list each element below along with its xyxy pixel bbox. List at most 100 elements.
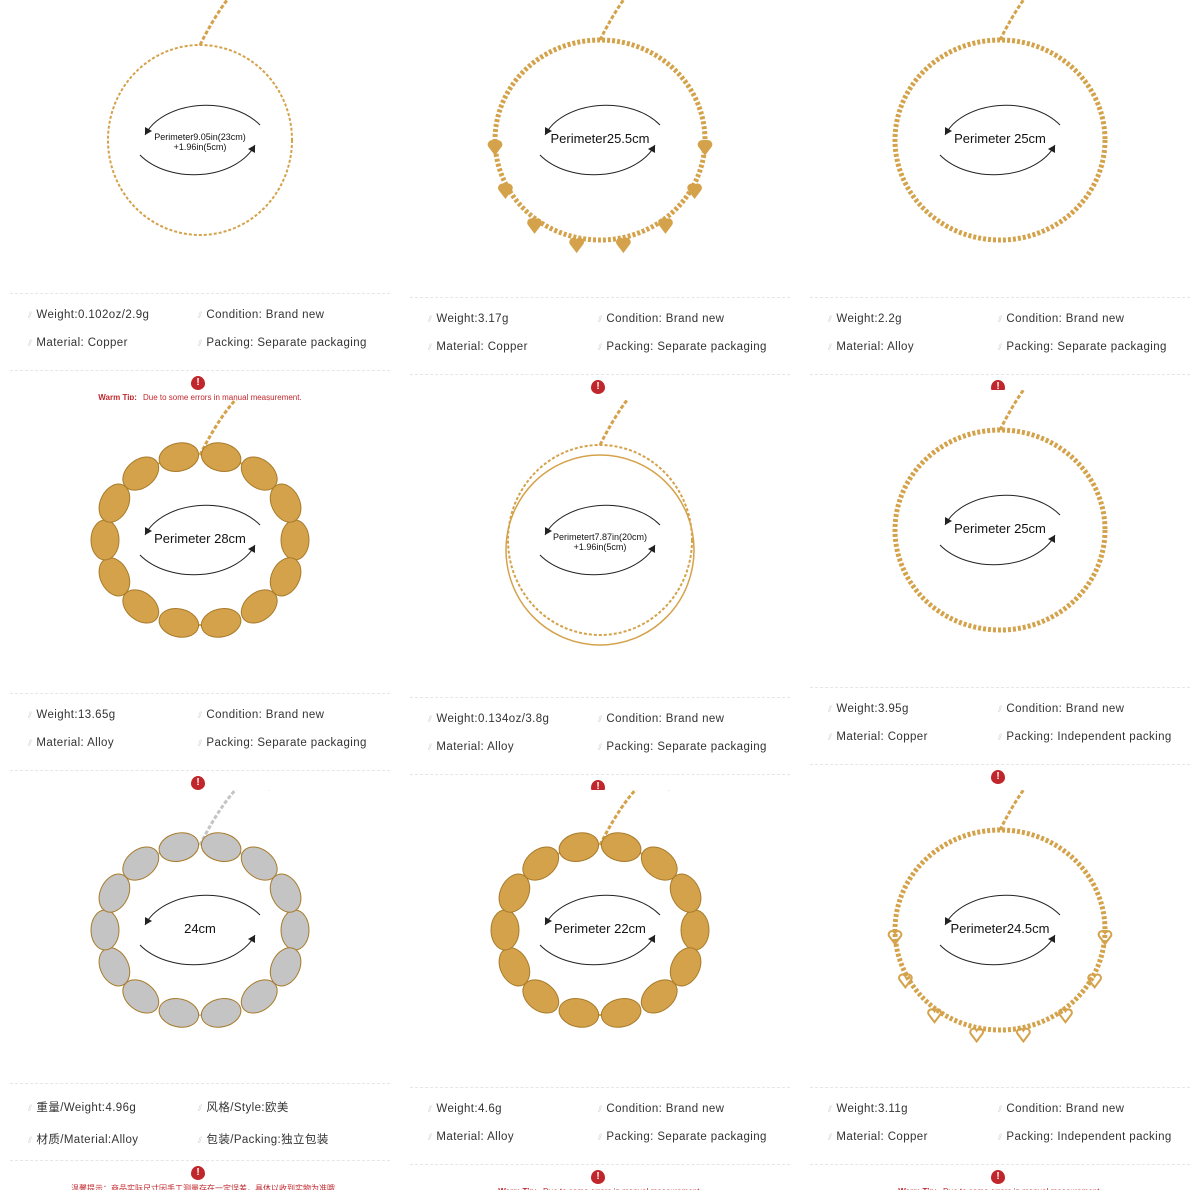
product-photo [0, 400, 400, 690]
product-card[interactable]: Perimeter9.05in(23cm)+1.96in(5cm) Weight… [0, 0, 400, 400]
spec-list: Weight:4.6gCondition: Brand new Material:… [428, 1103, 792, 1143]
extender-chain-icon [998, 0, 1026, 41]
bracelet-charm [1016, 1027, 1031, 1044]
warning-icon: ! [991, 770, 1005, 784]
bracelet-charm [158, 608, 200, 638]
arrow-icon [144, 504, 261, 536]
bracelet-charm [669, 947, 702, 987]
spec-item: Condition: Brand new [998, 703, 1192, 715]
perimeter-label: Perimeter24.5cm [800, 921, 1200, 936]
arrow-icon [939, 144, 1056, 176]
divider [410, 774, 790, 775]
arrow-icon [539, 544, 656, 576]
arrow-icon [139, 544, 256, 576]
bracelet-charm [98, 483, 131, 523]
spec-list: Weight:0.102oz/2.9gCondition: Brand new M… [28, 309, 392, 349]
bracelet-charm [600, 998, 642, 1028]
product-card[interactable]: Perimetert7.87in(20cm)+1.96in(5cm) Weigh… [400, 400, 800, 800]
spec-item: Packing: Independent packing [998, 731, 1192, 743]
spec-item: Material: Copper [428, 341, 598, 353]
product-photo [800, 390, 1200, 680]
perimeter-label: Perimeter25.5cm [400, 131, 800, 146]
bracelet-charm [1087, 973, 1102, 990]
perimeter-label: 24cm [0, 921, 400, 936]
warm-tip-text: Due to some errors in manual measurement… [943, 1187, 1102, 1190]
spec-item: Weight:0.134oz/3.8g [428, 713, 598, 725]
divider [10, 770, 390, 771]
divider [10, 293, 390, 294]
warning-icon: ! [591, 1170, 605, 1184]
bracelet-charm [122, 456, 160, 491]
spec-item: Weight:3.95g [828, 703, 998, 715]
perimeter-line: Perimeter 25cm [954, 521, 1046, 536]
bracelet-charm [200, 998, 242, 1028]
arrow-icon [539, 934, 656, 966]
product-card[interactable]: Perimeter25.5cm Weight:3.17gCondition: B… [400, 0, 800, 400]
spec-item: Weight:2.2g [828, 313, 998, 325]
spec-item: Condition: Brand new [198, 709, 392, 721]
bracelet-charm [600, 832, 642, 862]
arrow-icon [144, 894, 261, 926]
spec-item: Material: Alloy [28, 737, 198, 749]
warm-tip: Warm Tip: Due to some errors in manual me… [800, 1187, 1200, 1190]
arrow-icon [544, 894, 661, 926]
bracelet-charm [616, 237, 631, 254]
spec-item: Material: Alloy [428, 1131, 598, 1143]
perimeter-label: Perimeter 25cm [800, 131, 1200, 146]
spec-item: Condition: Brand new [198, 309, 392, 321]
spec-item: Packing: Separate packaging [198, 737, 392, 749]
spec-item: Packing: Separate packaging [598, 341, 792, 353]
spec-item: Weight:3.11g [828, 1103, 998, 1115]
bracelet-charm [669, 873, 702, 913]
spec-item: Material: Copper [828, 731, 998, 743]
bracelet-charm [269, 483, 302, 523]
divider [410, 1164, 790, 1165]
arrow-icon [939, 534, 1056, 566]
spec-item: Packing: Separate packaging [998, 341, 1192, 353]
perimeter-line: Perimeter 25cm [954, 131, 1046, 146]
extender-chain-icon [598, 400, 630, 446]
bracelet-charm [269, 947, 302, 987]
bracelet-charm [687, 183, 702, 200]
divider [10, 370, 390, 371]
divider [410, 697, 790, 698]
product-photo [0, 790, 400, 1080]
spec-item: Material: Alloy [428, 741, 598, 753]
perimeter-line: Perimeter 28cm [154, 531, 246, 546]
product-card[interactable]: 24cm 重量/Weight:4.96g风格/Style:欧美材质/Materi… [0, 790, 400, 1190]
arrow-icon [144, 104, 261, 136]
spec-item: Material: Alloy [828, 341, 998, 353]
product-card[interactable]: Perimeter 25cm Weight:2.2gCondition: Bra… [800, 0, 1200, 400]
warm-tip-text: 温馨提示：商品实际尺寸因手工测量存在一定误差，具体以收到实物为准哦 [71, 1184, 335, 1190]
arrow-icon [139, 144, 256, 176]
warm-tip-text: Due to some errors in manual measurement… [142, 393, 302, 400]
perimeter-line: Perimeter 22cm [554, 921, 646, 936]
warm-tip: Warm Tip: Due to some errors in manual me… [0, 393, 400, 400]
spec-list: 重量/Weight:4.96g风格/Style:欧美材质/Material:Al… [28, 1099, 392, 1147]
spec-list: Weight:3.95gCondition: Brand new Material… [828, 703, 1192, 743]
bracelet-charm [522, 846, 560, 881]
bracelet-charm [487, 140, 503, 156]
spec-list: Weight:2.2gCondition: Brand new Material:… [828, 313, 1192, 353]
spec-item: Weight:4.6g [428, 1103, 598, 1115]
warm-tip-label: Warm Tip: [898, 1187, 937, 1190]
spec-list: Weight:13.65gCondition: Brand new Materia… [28, 709, 392, 749]
perimeter-label: Perimeter 22cm [400, 921, 800, 936]
divider [810, 764, 1190, 765]
product-card[interactable]: Perimeter 22cm Weight:4.6gCondition: Bra… [400, 790, 800, 1190]
warning-icon: ! [991, 1170, 1005, 1184]
extender-chain-icon [598, 0, 626, 41]
spec-item: Packing: Separate packaging [598, 741, 792, 753]
arrow-icon [539, 144, 656, 176]
bracelet-charm [240, 589, 278, 624]
warm-tip-label: Warm Tip: [98, 393, 137, 400]
warm-tip-text: Due to some errors in manual measurement… [543, 1187, 702, 1190]
bracelet-charm [558, 832, 600, 862]
bracelet-charm [200, 608, 242, 638]
product-card[interactable]: Perimeter24.5cm Weight:3.11gCondition: B… [800, 790, 1200, 1190]
product-card[interactable]: Perimeter 28cm Weight:13.65gCondition: B… [0, 400, 400, 800]
product-card[interactable]: Perimeter 25cm Weight:3.95gCondition: Br… [800, 390, 1200, 790]
product-photo [800, 0, 1200, 290]
spec-item: Condition: Brand new [598, 1103, 792, 1115]
extender-chain-icon [998, 790, 1026, 831]
